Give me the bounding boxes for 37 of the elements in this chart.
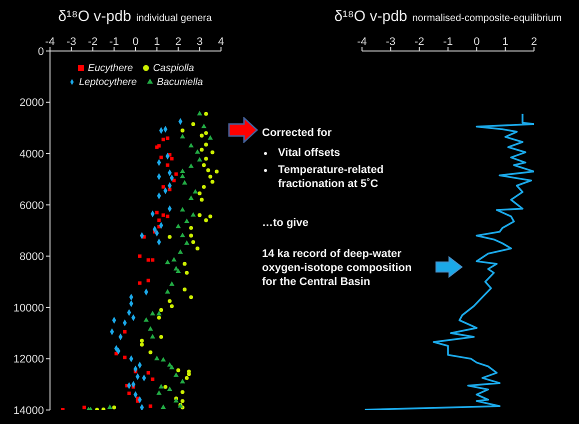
- x-tick-label: -2: [414, 36, 424, 48]
- x-tick-label: -1: [109, 36, 120, 48]
- legend-label: Caspiolla: [152, 63, 194, 74]
- y-tick-label: 4000: [20, 148, 44, 160]
- x-tick-label: 1: [154, 36, 160, 48]
- legend-label: Bacuniella: [156, 77, 203, 88]
- y-tick-label: 14000: [13, 404, 44, 417]
- text: …to give: [262, 216, 308, 230]
- legend-label: Eucythere: [88, 63, 133, 74]
- text: Vital offsets: [278, 146, 340, 160]
- x-tick-label: -2: [88, 36, 98, 48]
- x-tick-label: -4: [45, 36, 55, 48]
- x-tick-label: 4: [218, 36, 224, 48]
- annotation: Temperature-related fractionation at 5˚C: [278, 163, 385, 191]
- chart-subtitle: individual genera: [136, 13, 212, 24]
- x-tick-label: -3: [66, 36, 76, 48]
- x-tick-label: -3: [386, 36, 396, 48]
- text: Corrected for: [262, 126, 332, 140]
- y-tick-label: 12000: [13, 354, 44, 366]
- x-tick-label: -4: [357, 36, 367, 48]
- x-tick-label: 1: [502, 36, 508, 48]
- annotation: 14 ka record of deep-water oxygen-isotope composition for the Central Basin: [262, 247, 413, 289]
- y-tick-label: 10000: [13, 302, 44, 314]
- x-tick-label: -1: [443, 36, 453, 48]
- x-tick-label: 3: [196, 36, 203, 48]
- x-tick-label: 0: [474, 36, 480, 48]
- legend-label: Leptocythere: [79, 77, 137, 88]
- chart-title: δ¹⁸O v-pdb: [58, 8, 132, 25]
- chart-subtitle: normalised-composite-equilibrium: [412, 13, 562, 24]
- x-tick-label: 0: [132, 36, 139, 48]
- y-tick-label: 6000: [20, 200, 44, 212]
- chart-title: δ¹⁸O v-pdb: [334, 8, 408, 25]
- y-tick-label: 0: [38, 46, 44, 58]
- x-tick-label: 2: [175, 36, 182, 48]
- x-tick-label: 2: [530, 36, 538, 48]
- y-tick-label: 2000: [20, 97, 44, 110]
- y-tick-label: 8000: [20, 251, 44, 264]
